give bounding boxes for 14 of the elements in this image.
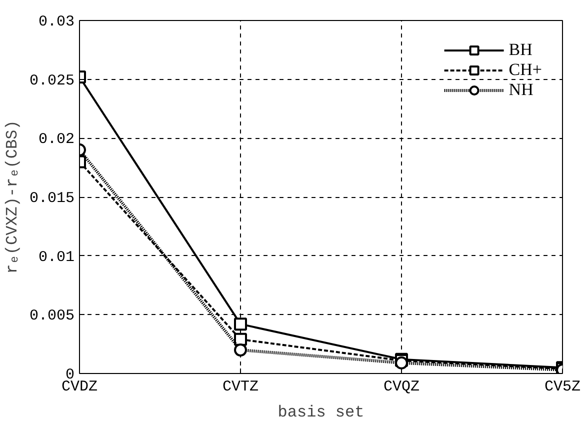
y-tick-label: 0.005 <box>29 308 75 325</box>
y-tick-label: 0.03 <box>38 14 75 30</box>
x-tick-label: CV5Z <box>544 378 581 396</box>
legend-label: NH <box>508 80 534 100</box>
y-tick-label: 0.01 <box>38 248 75 266</box>
y-tick-label: 0.015 <box>29 190 75 207</box>
y-tick-label: 0.02 <box>38 131 75 148</box>
x-tick-label: CVTZ <box>222 378 259 396</box>
legend-label: BH <box>508 40 532 60</box>
x-tick-label: CVQZ <box>383 378 420 396</box>
y-tick-label: 0.025 <box>29 72 75 90</box>
x-axis-title: basis set <box>278 404 364 422</box>
y-axis-title: rₑ(CVXZ)-rₑ(CBS) <box>3 120 22 274</box>
legend-label: CH+ <box>508 60 542 80</box>
